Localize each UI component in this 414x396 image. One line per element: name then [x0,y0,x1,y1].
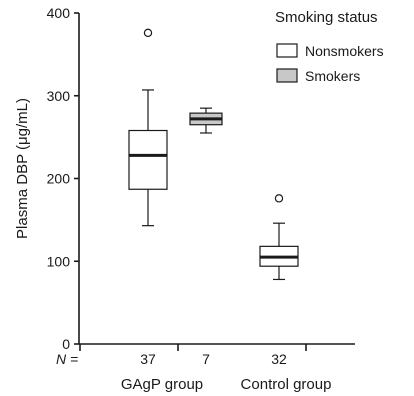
box-iqr [128,129,168,190]
n-count-label: 37 [140,351,156,367]
axes: 0 100 200 300 400 Plasma DBP (μg/mL) [14,5,355,352]
y-tick-label: 200 [47,171,71,187]
boxes [128,28,299,281]
legend-title: Smoking status [275,9,378,26]
box-0 [128,28,168,227]
legend-label: Smokers [305,68,360,84]
y-tick-label: 400 [47,5,71,21]
legend: Smoking status Nonsmokers Smokers [275,9,384,84]
y-axis-label: Plasma DBP (μg/mL) [14,98,31,239]
group-label: Control group [241,376,332,393]
outlier-point [143,28,153,38]
box-1 [189,107,223,134]
group-label: GAgP group [121,376,203,393]
legend-swatch [276,68,298,83]
outlier-point [274,194,284,203]
legend-swatch [276,43,298,58]
n-count-label: 7 [202,351,210,367]
y-tick-label: 300 [47,88,71,104]
y-tick-label: 100 [47,253,71,269]
box-2 [259,194,299,281]
n-count-label: 32 [271,351,287,367]
labels: 37 7 32 N = GAgP group Control group [56,351,331,393]
y-tick-label: 0 [62,336,70,352]
legend-label: Nonsmokers [305,43,384,59]
n-label: N = [56,351,78,367]
